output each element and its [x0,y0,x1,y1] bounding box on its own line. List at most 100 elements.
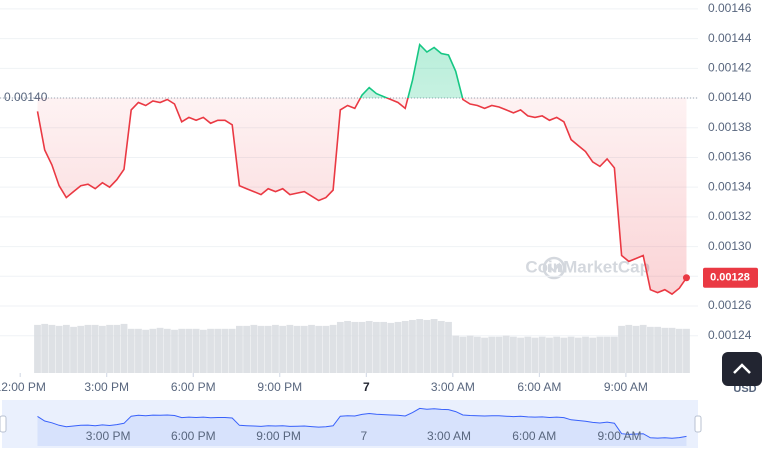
navigator-handle [0,415,7,433]
volume-bar [156,327,164,373]
volume-bar [351,321,359,373]
navigator-label: 7 [360,429,367,443]
volume-bar [62,324,70,373]
volume-bar [48,324,56,373]
volume-bar [502,335,510,373]
volume-bar [567,336,575,373]
volume-bar [336,321,344,373]
volume-bar [481,337,488,373]
volume-bar [582,336,589,373]
y-tick-label: 0.00140 [708,90,752,104]
navigator-handle [694,415,702,433]
volume-bar [185,328,193,373]
volume-bar [387,322,395,373]
volume-bar [553,336,561,373]
last-price-dot [682,274,690,282]
volume-bar [380,321,388,373]
price-line-up [359,42,464,99]
volume-bar [510,336,517,373]
volume-bar [192,328,200,373]
volume-bar [437,320,445,373]
volume-bar [149,328,157,373]
volume-bar [41,323,49,373]
navigator-area [37,408,687,446]
x-tick-label: 12:00 PM [0,380,46,394]
current-price-label: 0.00128 [710,272,750,284]
y-tick-label: 0.00130 [708,239,752,253]
volume-bar [34,324,41,373]
volume-bar [221,328,229,373]
volume-bar [373,321,380,373]
volume-bar [272,324,279,373]
volume-bar [473,336,481,373]
volume-bar [322,325,330,373]
volume-bar [163,328,171,373]
volume-bar [531,337,539,373]
volume-bar [358,321,366,373]
volume-bar [286,324,294,373]
volume-bar [106,324,114,373]
volume-bar [98,325,106,373]
volume-bar [199,329,207,373]
volume-bar [401,320,409,373]
y-tick-label: 0.00146 [708,1,752,15]
watermark: CoinMarketCap [525,257,650,276]
volume-bar [488,336,496,373]
volume-bar [632,325,640,373]
x-tick-label: 7 [363,380,370,394]
navigator-label: 9:00 AM [597,429,641,443]
volume-bar [91,324,99,373]
x-tick-label: 3:00 PM [84,380,129,394]
volume-bar [625,324,633,373]
volume-bar [257,325,265,373]
volume-bar [77,325,85,373]
volume-bar [250,324,258,373]
volume-bar [127,328,135,373]
current-price-box [703,267,758,288]
volume-bar [423,319,431,373]
volume-bar [416,319,424,373]
y-tick-label: 0.00138 [708,120,752,134]
volume-bar [365,320,373,373]
volume-bar [538,336,546,373]
y-tick-label: 0.00126 [708,298,752,312]
volume-bar [214,328,222,373]
watermark-logo [542,256,566,280]
price-line-down [36,98,688,296]
volume-bar [495,336,503,373]
x-tick-label: 3:00 AM [431,380,475,394]
x-tick-label: 9:00 PM [257,380,302,394]
volume-bar [618,325,625,373]
navigator-label: 3:00 PM [86,429,131,443]
volume-bar [113,324,121,373]
navigator-label: 6:00 PM [171,429,216,443]
volume-bar [171,329,178,373]
volume-bar [560,337,568,373]
volume-bar [279,325,287,373]
volume-bar [293,325,301,373]
y-tick-label: 0.00136 [708,150,752,164]
price-area-up [360,44,463,99]
volume-bar [675,328,683,373]
volume-bar [55,325,63,373]
volume-bar [430,319,438,373]
volume-bar [344,320,351,373]
y-tick-label: 0.00124 [708,328,752,342]
volume-bar [243,325,251,373]
baseline-label: 0.00140 [4,90,48,104]
volume-bar [70,326,77,373]
y-tick-label: 0.00134 [708,179,752,193]
scroll-top-button[interactable] [722,352,762,386]
navigator-label: 6:00 AM [512,429,556,443]
volume-bar [459,336,467,373]
volume-bar [524,336,532,373]
volume-bar [300,325,308,373]
y-tick-label: 0.00144 [708,31,752,45]
volume-bar [394,321,402,373]
volume-bar [315,325,323,373]
volume-bar [178,328,186,373]
volume-bar [409,319,416,373]
volume-bar [207,328,214,373]
volume-bar [596,336,604,373]
